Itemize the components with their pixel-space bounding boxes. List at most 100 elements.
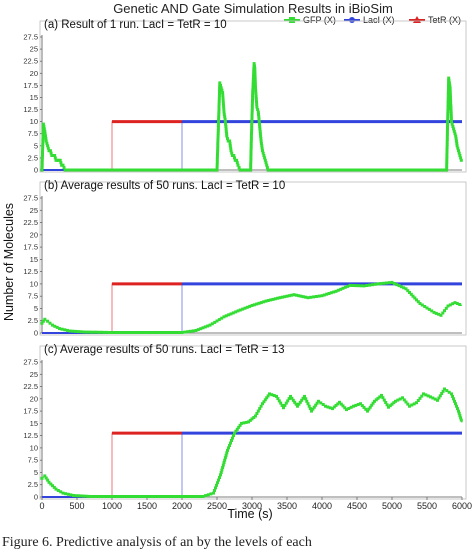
series-gfp-point [217, 102, 221, 106]
series-gfp-point [375, 168, 379, 172]
series-gfp-point [276, 168, 280, 172]
series-gfp-point [142, 168, 146, 172]
series-gfp-point [446, 127, 449, 131]
series-gfp-point [191, 495, 194, 498]
series-gfp-point [222, 104, 226, 108]
series-gfp-point [210, 322, 214, 326]
series-gfp-point [292, 293, 296, 297]
series-gfp-point [152, 168, 156, 172]
series-gfp-point [215, 483, 218, 487]
series-gfp-point [449, 99, 453, 103]
series-gfp-point [384, 281, 388, 285]
x-tick-label: 6000 [452, 501, 472, 511]
series-gfp-point [249, 152, 253, 156]
series-tetr-step [42, 432, 182, 498]
series-gfp-point [345, 408, 348, 412]
series-gfp-point [42, 127, 46, 131]
series-gfp-point [437, 396, 441, 400]
series-gfp-point [315, 401, 319, 405]
series-gfp-point [215, 157, 219, 161]
series-gfp-point [177, 331, 181, 334]
series-gfp-point [84, 168, 88, 172]
series-gfp-point [420, 394, 424, 398]
series-gfp-point [433, 397, 437, 401]
series-gfp-point [253, 80, 257, 84]
series-gfp-point [450, 122, 454, 126]
series-gfp-point [454, 137, 458, 141]
series-gfp-point [339, 168, 342, 172]
series-gfp-point [44, 137, 48, 141]
series-gfp-point [360, 404, 364, 408]
series-gfp-point [406, 289, 410, 293]
series-gfp-point [134, 168, 138, 172]
series-gfp-point [81, 168, 85, 172]
series-gfp-point [446, 117, 450, 121]
series-gfp-point [396, 398, 400, 402]
series-gfp-point [189, 168, 193, 172]
series-gfp-point [142, 331, 146, 334]
series-gfp-point [277, 399, 281, 403]
series-gfp-point [339, 402, 343, 406]
series-gfp-point [432, 168, 436, 172]
series-gfp-point [352, 404, 355, 408]
series-gfp-point [87, 168, 91, 172]
series-gfp-point [244, 420, 248, 424]
series-gfp-point [453, 132, 457, 136]
series-gfp-point [349, 405, 353, 409]
series-gfp-point [113, 495, 117, 498]
series-gfp-point [222, 112, 226, 116]
series-gfp-point [296, 404, 299, 408]
series-gfp-point [370, 403, 374, 407]
series-gfp-point [257, 112, 260, 116]
series-gfp-point [220, 88, 224, 92]
series-gfp-point [322, 293, 326, 297]
series-gfp-point [163, 168, 167, 172]
series-gfp-point [446, 92, 450, 95]
series-gfp-point [49, 482, 53, 486]
series-gfp-point [172, 495, 176, 498]
x-tick-label: 3000 [242, 501, 262, 511]
series-gfp-point [42, 125, 46, 128]
series-gfp-point [456, 407, 459, 411]
series-gfp-point [223, 115, 227, 119]
series-gfp-point [217, 105, 221, 109]
series-gfp-point [65, 328, 69, 332]
series-gfp-point [253, 72, 257, 76]
series-gfp-point [320, 294, 324, 298]
series-gfp-point [346, 284, 350, 288]
series-gfp-point [250, 304, 254, 307]
series-gfp-point [422, 392, 425, 396]
y-axis-label: Number of Molecules [2, 203, 16, 321]
series-gfp-point [364, 407, 368, 411]
series-gfp-point [82, 494, 85, 498]
series-gfp-point [215, 165, 219, 169]
series-gfp-point [59, 161, 63, 165]
series-gfp-point [286, 399, 290, 403]
series-gfp-point [410, 403, 414, 407]
series-gfp-point [254, 91, 258, 95]
series-gfp-point [341, 168, 345, 172]
series-gfp-point [434, 168, 438, 172]
series-gfp-point [153, 331, 157, 334]
series-gfp-point [269, 298, 273, 302]
series-gfp-point [164, 495, 168, 498]
series-gfp-point [232, 434, 235, 438]
series-gfp-point [263, 156, 267, 160]
series-gfp-point [107, 495, 111, 498]
series-gfp-point [344, 168, 348, 172]
series-gfp-point [455, 302, 459, 305]
series-gfp-point [449, 104, 453, 108]
series-gfp-point [216, 152, 219, 156]
series-gfp-point [202, 168, 206, 172]
series-gfp-point [108, 331, 111, 334]
series-gfp-point [161, 331, 165, 334]
series-gfp-point [390, 280, 394, 284]
series-gfp-point [48, 321, 52, 325]
series-gfp-point [53, 324, 57, 328]
series-gfp-point [221, 91, 225, 95]
series-gfp-point [217, 113, 221, 117]
series-gfp-point [94, 495, 98, 498]
series-gfp-point [282, 168, 286, 172]
series-gfp-point [275, 394, 278, 398]
series-gfp-point [215, 155, 219, 159]
